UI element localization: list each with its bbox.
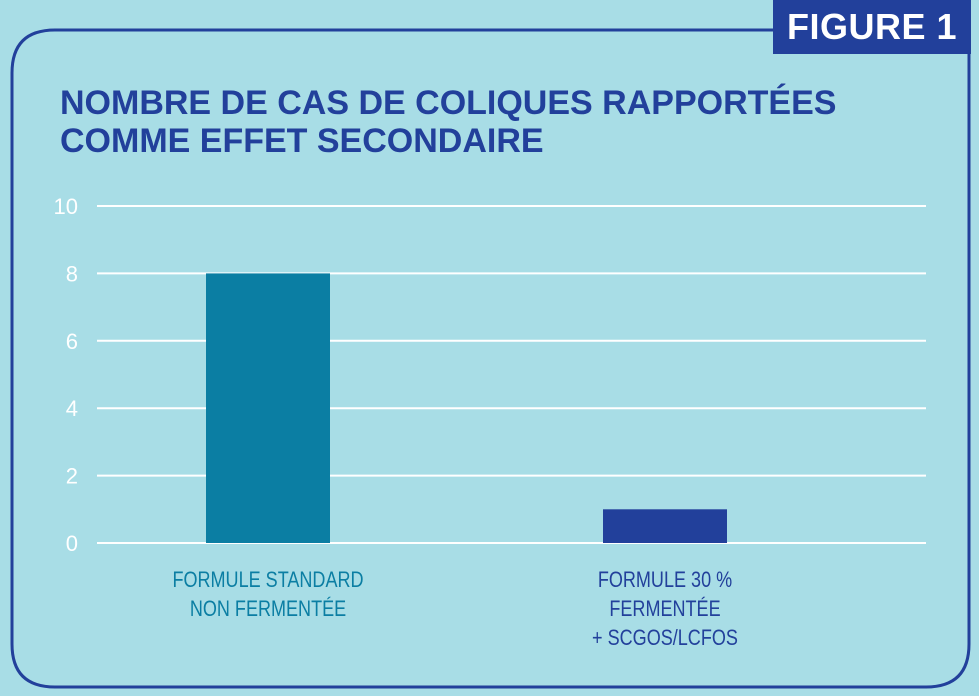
- y-tick-label-0: 0: [66, 531, 78, 556]
- chart-title-line-2: COMME EFFET SECONDAIRE: [60, 122, 544, 160]
- y-tick-label-6: 6: [66, 329, 78, 354]
- y-tick-label-10: 10: [54, 194, 78, 219]
- chart-title: NOMBRE DE CAS DE COLIQUES RAPPORTÉES COM…: [60, 84, 880, 160]
- category-label-standard-line-1: FORMULE STANDARD: [172, 567, 364, 592]
- panel-border: [10, 28, 971, 689]
- y-tick-label-2: 2: [66, 464, 78, 489]
- category-label-standard: FORMULE STANDARD NON FERMENTÉE: [161, 565, 374, 623]
- bar-standard: [206, 273, 330, 543]
- category-label-fermented-line-1: FORMULE 30 % FERMENTÉE: [597, 567, 733, 621]
- category-label-standard-line-2: NON FERMENTÉE: [189, 596, 347, 621]
- chart-title-line-1: NOMBRE DE CAS DE COLIQUES RAPPORTÉES: [60, 84, 837, 122]
- category-label-fermented-line-2: + SCGOS/LCFOS: [592, 625, 738, 650]
- y-tick-label-8: 8: [66, 261, 78, 286]
- y-tick-label-4: 4: [66, 396, 78, 421]
- figure-badge: FIGURE 1: [772, 0, 971, 54]
- category-label-fermented: FORMULE 30 % FERMENTÉE + SCGOS/LCFOS: [558, 565, 771, 652]
- bar-fermented: [603, 509, 727, 543]
